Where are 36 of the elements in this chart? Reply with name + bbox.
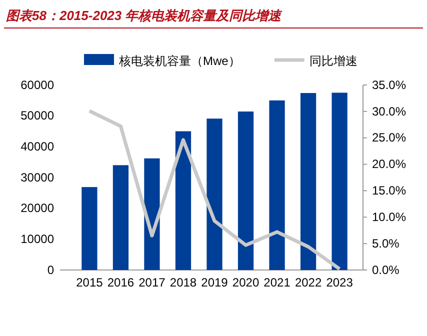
y2-tick-label: 20.0% (372, 157, 406, 172)
x-tick-label: 2022 (294, 276, 322, 290)
y-tick-label: 50000 (20, 108, 54, 123)
bar (82, 187, 98, 270)
x-tick-label: 2017 (138, 276, 166, 290)
y-tick-label: 60000 (20, 78, 54, 92)
bar (206, 118, 222, 270)
y2-tick-label: 35.0% (372, 78, 406, 92)
y-tick-label: 20000 (20, 201, 54, 216)
y2-tick-label: 10.0% (372, 210, 406, 224)
bar (300, 93, 316, 270)
y-tick-label: 40000 (20, 140, 54, 154)
bar (175, 131, 192, 270)
bar (112, 165, 129, 270)
y-tick-label: 10000 (20, 232, 54, 246)
y2-tick-label: 0.0% (372, 262, 400, 277)
x-tick-label: 2019 (201, 276, 228, 290)
line-series (88, 109, 342, 271)
x-tick-label: 2020 (232, 276, 260, 290)
legend-label: 同比增速 (309, 54, 358, 68)
y-tick-label: 30000 (20, 170, 54, 184)
legend-label: 核电装机容量（Mwe） (118, 54, 240, 68)
x-tick-label: 2021 (264, 276, 291, 290)
x-tick-label: 2016 (107, 276, 134, 290)
x-tick-label: 2023 (326, 276, 354, 290)
y2-tick-label: 15.0% (372, 184, 406, 198)
y2-tick-label: 30.0% (372, 104, 406, 118)
chart-title: 图表58：2015-2023 年核电装机容量及同比增速 (6, 8, 284, 23)
y2-tick-label: 25.0% (372, 130, 406, 145)
x-tick-label: 2018 (170, 276, 197, 290)
bar (238, 112, 254, 270)
x-tick-label: 2015 (76, 276, 104, 290)
y2-tick-label: 5.0% (372, 236, 400, 250)
bar (332, 92, 348, 270)
bar (269, 100, 285, 270)
y-tick-label: 0 (47, 262, 54, 277)
